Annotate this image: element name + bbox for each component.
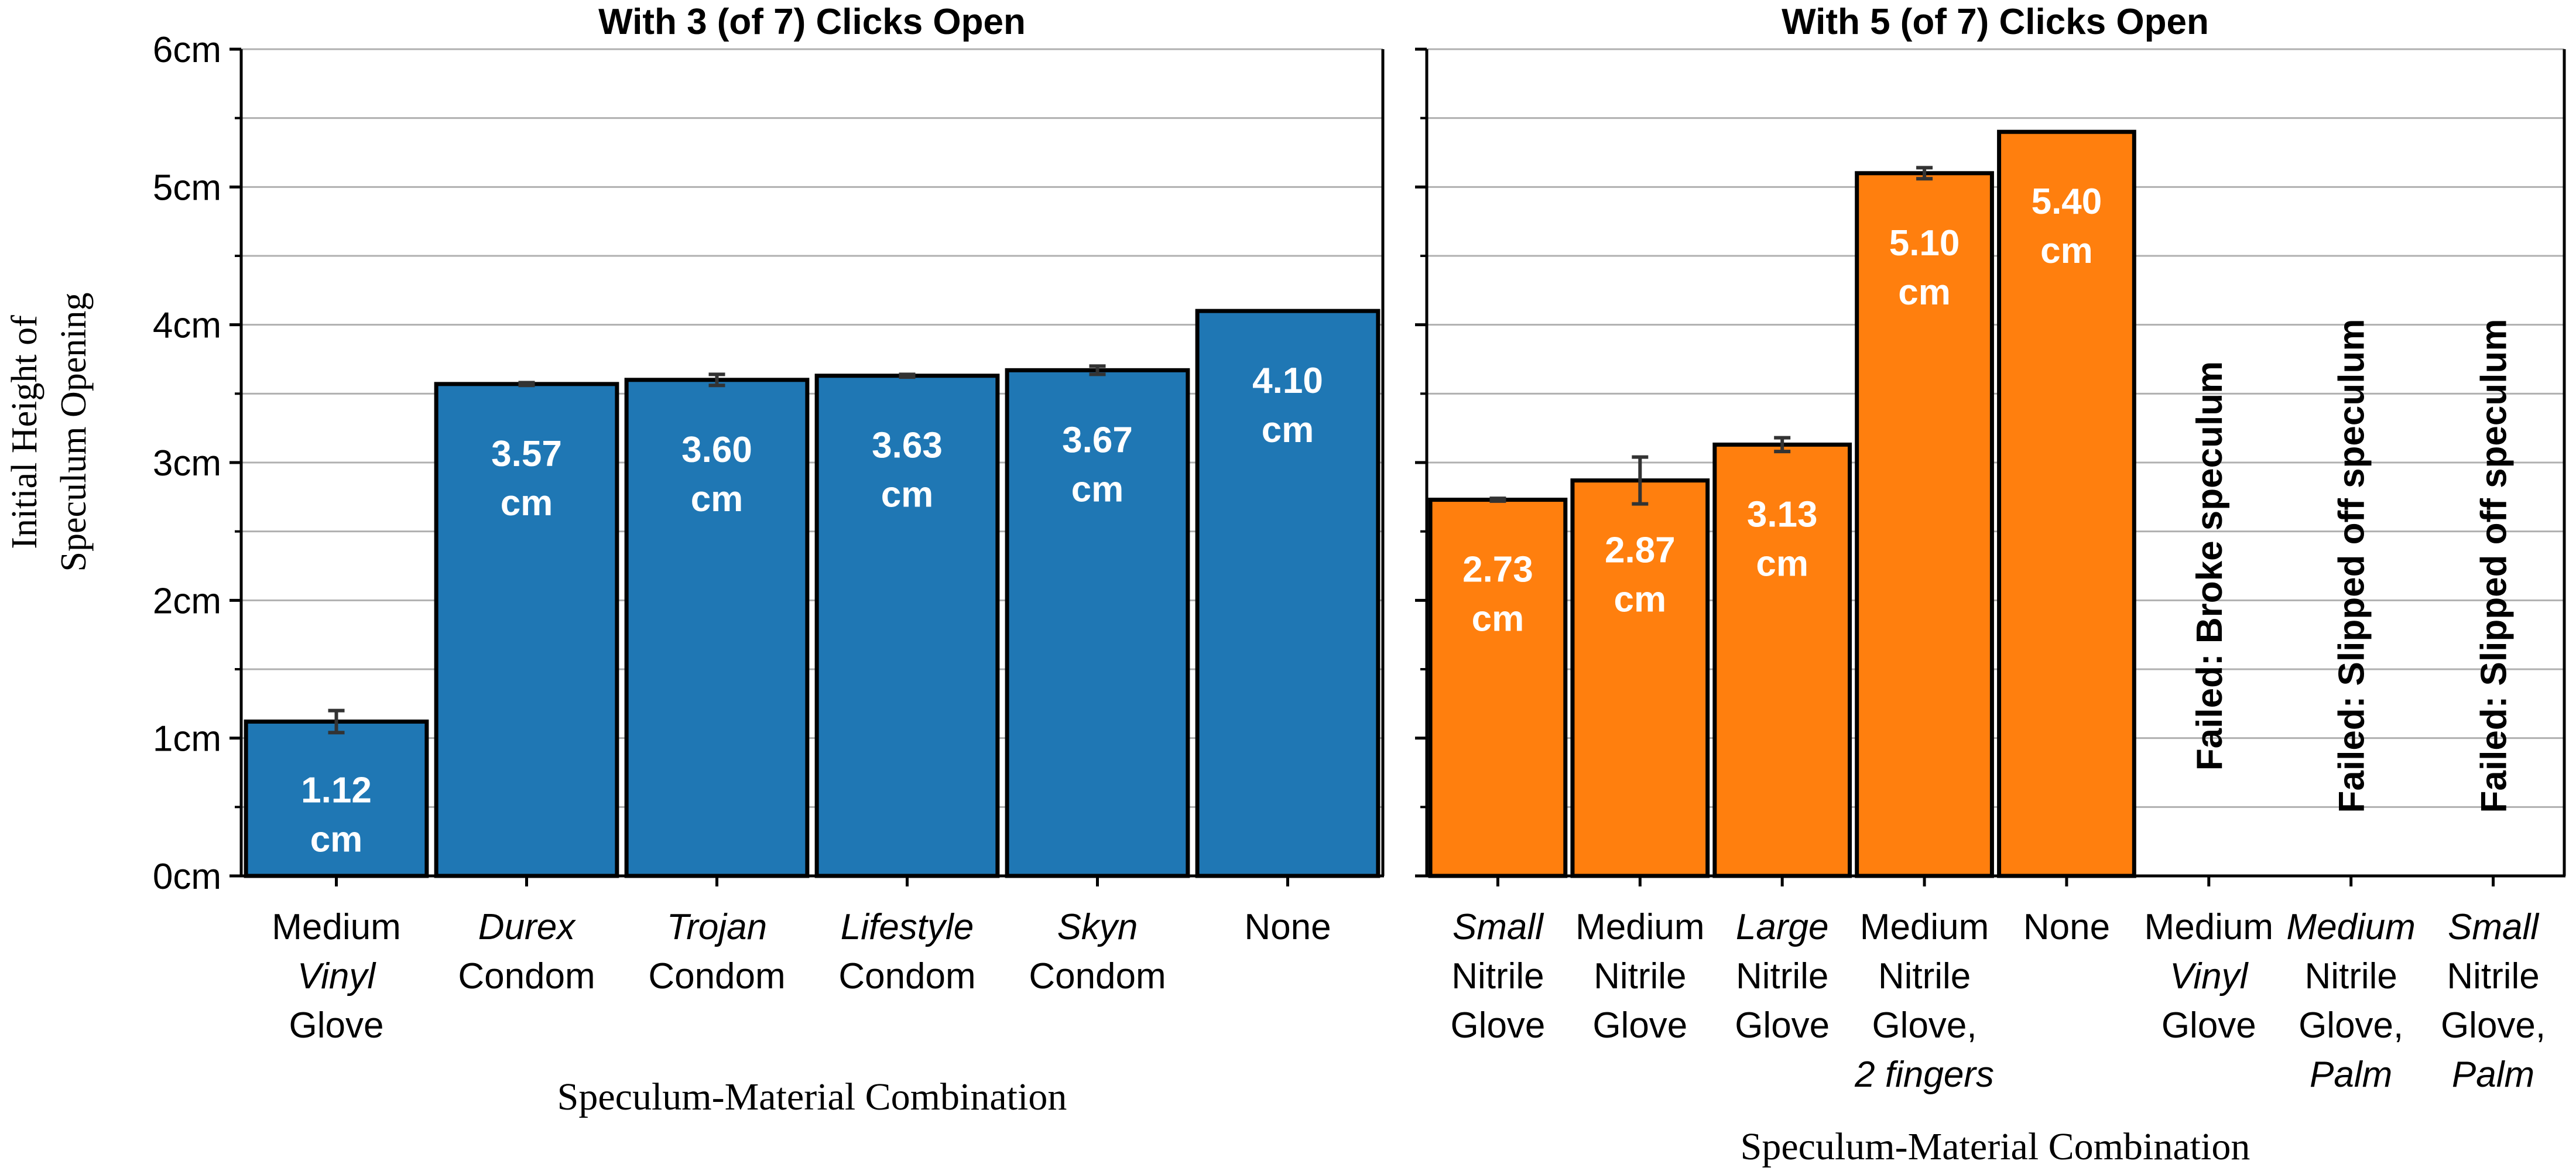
x-tick-label: Condom bbox=[458, 956, 595, 997]
x-tick-label: Nitrile bbox=[2304, 956, 2397, 997]
bar-value-label: 3.63 bbox=[872, 426, 943, 466]
x-tick-label: Medium bbox=[1575, 907, 1705, 947]
y-tick-label: 0cm bbox=[153, 857, 221, 897]
x-tick-label: Medium bbox=[1860, 907, 1989, 947]
x-tick-label: Glove, bbox=[1872, 1005, 1976, 1046]
x-tick-label: Vinyl bbox=[2170, 956, 2249, 997]
x-tick-label: Glove, bbox=[2441, 1005, 2546, 1046]
y-axis-label: Initial Height of Speculum Opening bbox=[5, 293, 94, 572]
bar bbox=[434, 382, 619, 878]
x-tick-label: Glove bbox=[1735, 1005, 1830, 1046]
x-tick-label: Glove bbox=[1592, 1005, 1687, 1046]
x-tick-label: Glove bbox=[2161, 1005, 2256, 1046]
bar bbox=[1195, 309, 1381, 878]
x-tick-label: Lifestyle bbox=[841, 907, 974, 947]
x-tick-label: Glove, bbox=[2298, 1005, 2403, 1046]
failure-note: Failed: Slipped off speculum bbox=[2332, 319, 2372, 813]
bar-value-unit: cm bbox=[501, 483, 553, 523]
y-axis-label-line-1: Initial Height of bbox=[5, 315, 44, 549]
bar bbox=[244, 719, 429, 878]
x-tick-label: None bbox=[1244, 907, 1331, 947]
bar-value-unit: cm bbox=[2040, 231, 2093, 271]
x-axis-label: Speculum-Material Combination bbox=[557, 1076, 1067, 1118]
bar-value-label: 3.57 bbox=[491, 434, 562, 474]
bar-value-unit: cm bbox=[1756, 543, 1808, 584]
bar bbox=[1005, 368, 1190, 878]
y-tick-label: 3cm bbox=[153, 443, 221, 484]
bar bbox=[1712, 442, 1852, 878]
x-tick-label: Nitrile bbox=[1451, 956, 1544, 997]
bar-value-unit: cm bbox=[310, 819, 363, 860]
y-tick-label: 1cm bbox=[153, 719, 221, 759]
y-tick-label: 4cm bbox=[153, 306, 221, 346]
x-tick-label: 2 fingers bbox=[1854, 1054, 1994, 1095]
x-tick-label: Medium bbox=[272, 907, 401, 947]
bar-value-label: 1.12 bbox=[301, 770, 372, 810]
x-tick-label: Palm bbox=[2452, 1054, 2534, 1095]
bar-value-label: 5.40 bbox=[2032, 182, 2102, 222]
panel-3-clicks: 1.12 cm 3.57 cm 3.60 cm 3.63 cm 3.67 cm 4.10 cm 0cm 1… bbox=[153, 2, 1385, 1118]
x-tick-label: Small bbox=[1453, 907, 1544, 947]
bar bbox=[1855, 171, 1994, 878]
x-tick-label: Condom bbox=[648, 956, 785, 997]
y-axis-label-line-2: Speculum Opening bbox=[54, 293, 94, 572]
failure-note: Failed: Broke speculum bbox=[2190, 361, 2230, 771]
x-axis-label: Speculum-Material Combination bbox=[1741, 1125, 2250, 1168]
bar-value-label: 3.67 bbox=[1062, 420, 1133, 460]
x-tick-label: Condom bbox=[838, 956, 975, 997]
bar-value-unit: cm bbox=[1472, 599, 1525, 639]
y-tick-label: 5cm bbox=[153, 167, 221, 208]
panel-title: With 3 (of 7) Clicks Open bbox=[598, 2, 1026, 42]
x-tick-label: Large bbox=[1736, 907, 1829, 947]
x-tick-label: Glove bbox=[1450, 1005, 1545, 1046]
x-tick-label: Vinyl bbox=[297, 956, 376, 997]
x-tick-label: Nitrile bbox=[2447, 956, 2539, 997]
bar-value-label: 2.87 bbox=[1605, 530, 1676, 571]
bar-value-unit: cm bbox=[1898, 272, 1951, 313]
bar-value-unit: cm bbox=[1071, 469, 1124, 509]
x-tick-label: Trojan bbox=[667, 907, 767, 947]
bar-value-unit: cm bbox=[691, 479, 744, 519]
y-tick-label: 2cm bbox=[153, 581, 221, 621]
bar-value-label: 2.73 bbox=[1462, 550, 1533, 590]
panel-title: With 5 (of 7) Clicks Open bbox=[1782, 2, 2209, 42]
panel-5-clicks: 2.73 cm 2.87 cm 3.13 cm 5.10 cm 5.40 cm Failed: Br… bbox=[1415, 2, 2566, 1168]
bar bbox=[1997, 129, 2136, 878]
bar-value-unit: cm bbox=[1614, 580, 1667, 620]
x-tick-label: Small bbox=[2448, 907, 2540, 947]
bar bbox=[1428, 498, 1568, 878]
x-tick-label: Nitrile bbox=[1878, 956, 1971, 997]
x-tick-label: Medium bbox=[2286, 907, 2416, 947]
bar-value-label: 4.10 bbox=[1252, 361, 1323, 401]
x-tick-label: Glove bbox=[289, 1005, 384, 1046]
x-tick-label: Skyn bbox=[1057, 907, 1138, 947]
bar-value-label: 3.60 bbox=[681, 430, 752, 470]
failure-note: Failed: Slipped off speculum bbox=[2474, 319, 2515, 813]
x-tick-label: Medium bbox=[2145, 907, 2274, 947]
x-tick-label: Nitrile bbox=[1594, 956, 1686, 997]
bar-value-label: 3.13 bbox=[1747, 494, 1818, 535]
x-tick-label: Nitrile bbox=[1736, 956, 1828, 997]
bar-value-label: 5.10 bbox=[1889, 223, 1960, 263]
bar-value-unit: cm bbox=[1262, 410, 1314, 450]
x-tick-label: Condom bbox=[1029, 956, 1166, 997]
x-tick-label: None bbox=[2023, 907, 2110, 947]
x-tick-label: Palm bbox=[2310, 1054, 2392, 1095]
x-tick-label: Durex bbox=[478, 907, 576, 947]
y-tick-label: 6cm bbox=[153, 30, 221, 70]
bar-value-unit: cm bbox=[881, 475, 934, 515]
